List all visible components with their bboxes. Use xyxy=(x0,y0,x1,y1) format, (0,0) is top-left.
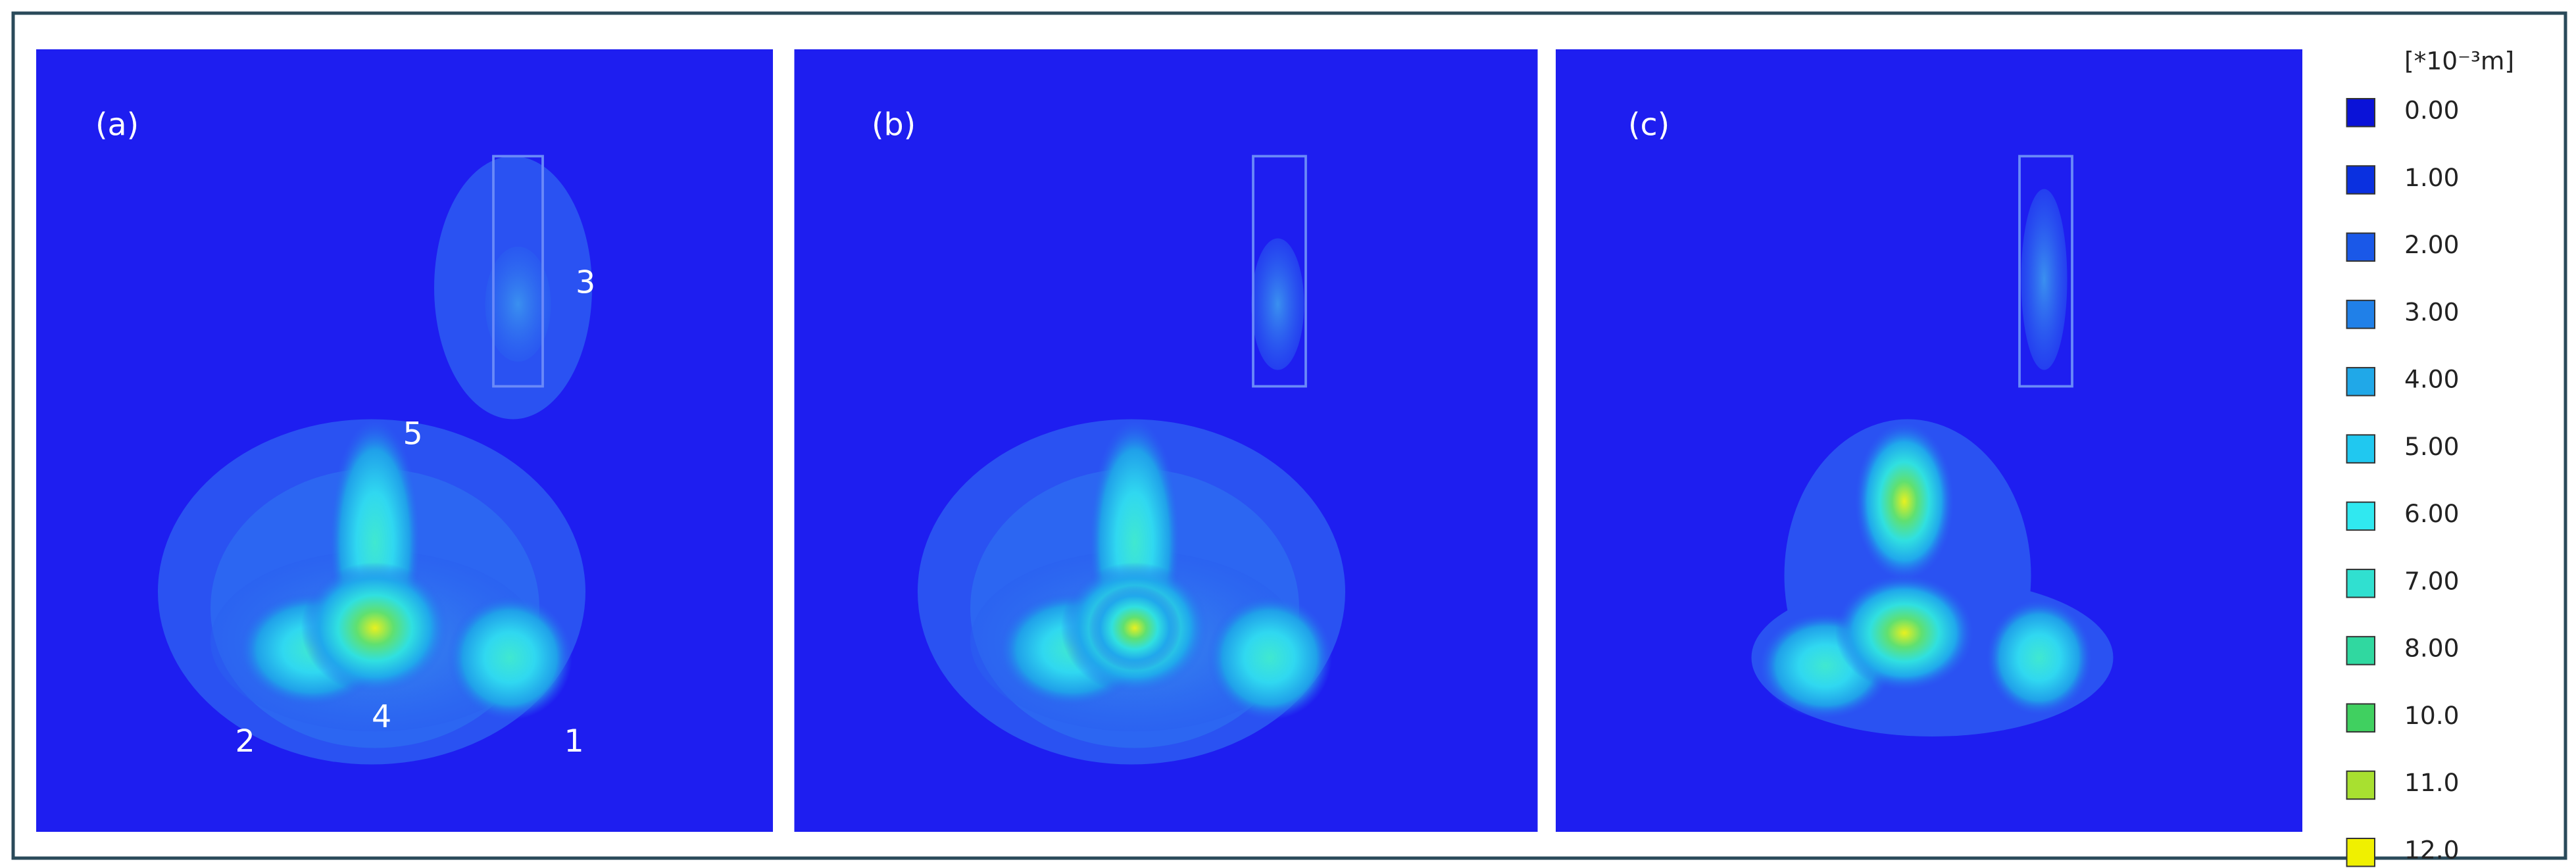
legend-swatch xyxy=(2346,703,2375,733)
legend-swatch xyxy=(2346,501,2375,531)
legend-swatch xyxy=(2346,232,2375,262)
legend-swatch xyxy=(2346,367,2375,397)
legend-swatch xyxy=(2346,568,2375,598)
annotation: 1 xyxy=(564,723,584,760)
legend-swatch xyxy=(2346,98,2375,128)
frame xyxy=(11,11,2567,860)
legend: [*10⁻³m] 0.00 1.00 2.00 3.00 4.00 5.00 6.00 7.0… xyxy=(2346,47,2514,867)
legend-label: 0.00 xyxy=(2404,96,2460,125)
panel-label: (b) xyxy=(872,107,916,143)
panel-label: (c) xyxy=(1628,107,1670,143)
legend-swatch xyxy=(2346,299,2375,329)
panel-a: (a) 1 2 3 4 5 xyxy=(36,49,773,832)
legend-swatch xyxy=(2346,434,2375,464)
contour xyxy=(1251,238,1304,370)
contour xyxy=(485,247,551,362)
annotation: 5 xyxy=(403,416,423,452)
contour xyxy=(1089,585,1181,671)
annotation: 4 xyxy=(372,699,391,735)
legend-swatch xyxy=(2346,636,2375,665)
legend-label: 2.00 xyxy=(2404,230,2460,259)
contour xyxy=(1987,600,2092,715)
legend-label: 6.00 xyxy=(2404,499,2460,528)
contour xyxy=(2021,189,2068,370)
legend-label: 4.00 xyxy=(2404,365,2460,394)
annotation: 2 xyxy=(235,723,255,760)
contour xyxy=(1855,422,1954,581)
legend-swatch xyxy=(2346,165,2375,195)
legend-label: 1.00 xyxy=(2404,163,2460,192)
legend-label: 10.0 xyxy=(2404,701,2460,730)
outline-box xyxy=(1252,155,1307,388)
legend-swatch xyxy=(2346,837,2375,867)
outline-box xyxy=(2018,155,2073,388)
annotation: 3 xyxy=(576,265,595,301)
legend-label: 12.0 xyxy=(2404,836,2460,865)
panel-c: (c) xyxy=(1556,49,2302,832)
legend-label: 3.00 xyxy=(2404,297,2460,326)
legend-unit: [*10⁻³m] xyxy=(2404,47,2514,76)
legend-label: 11.0 xyxy=(2404,768,2460,797)
outline-box xyxy=(492,155,544,388)
contour xyxy=(1835,575,1973,690)
legend-label: 8.00 xyxy=(2404,634,2460,663)
panel-b: (b) xyxy=(794,49,1538,832)
panel-label: (a) xyxy=(95,107,139,143)
legend-label: 5.00 xyxy=(2404,432,2460,461)
legend-swatch xyxy=(2346,770,2375,800)
legend-label: 7.00 xyxy=(2404,566,2460,595)
